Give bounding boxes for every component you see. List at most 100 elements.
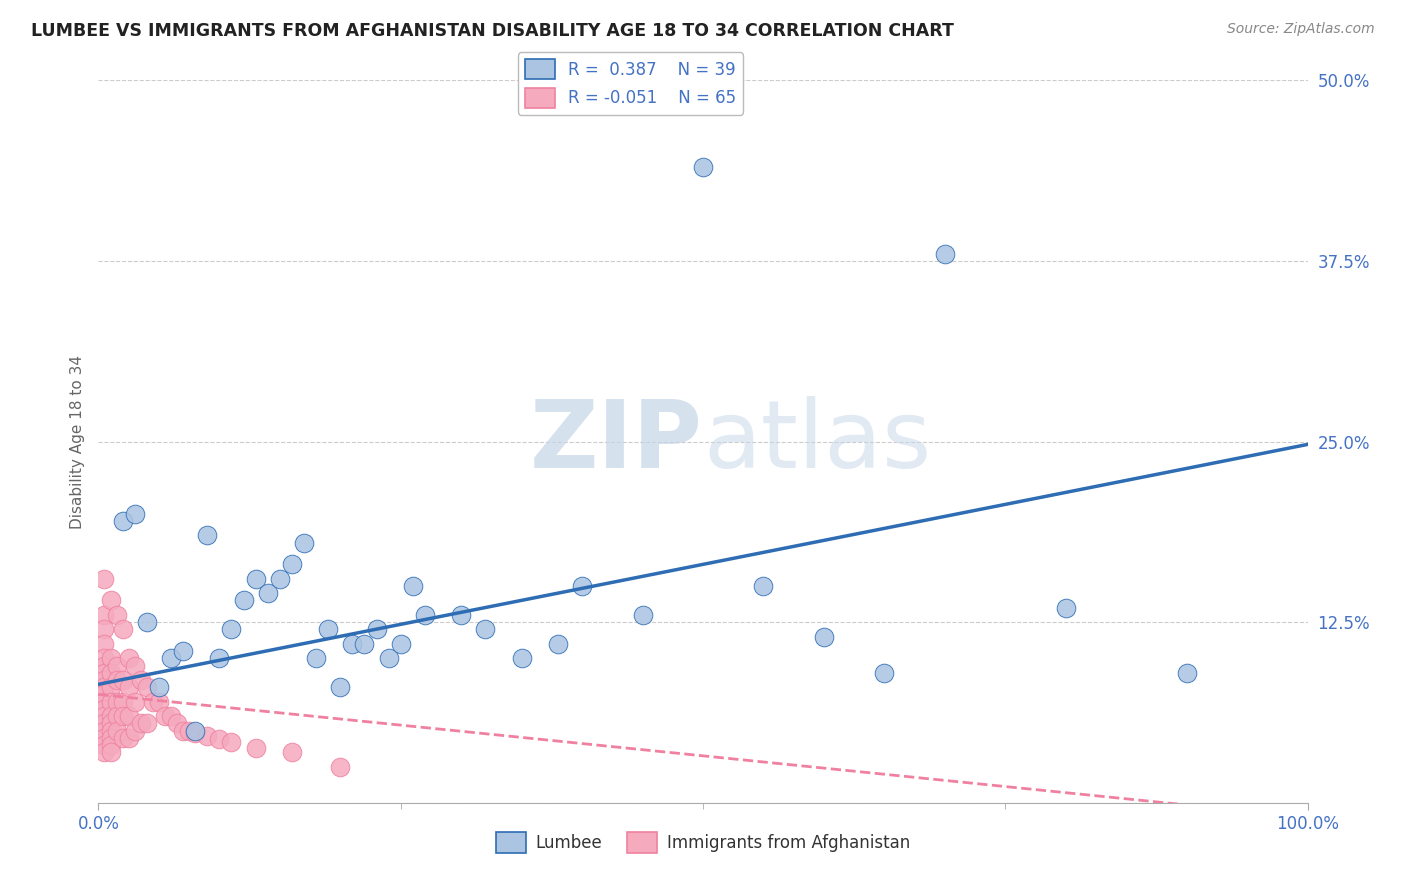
- Point: [450, 607, 472, 622]
- Point: [195, 729, 218, 743]
- Point: [105, 673, 128, 687]
- Point: [100, 593, 122, 607]
- Point: [221, 735, 243, 749]
- Point: [813, 630, 835, 644]
- Point: [221, 623, 243, 637]
- Point: [129, 673, 152, 687]
- Point: [93, 738, 115, 752]
- Point: [93, 702, 115, 716]
- Point: [329, 760, 352, 774]
- Point: [208, 651, 231, 665]
- Point: [353, 637, 375, 651]
- Point: [166, 716, 188, 731]
- Point: [135, 680, 157, 694]
- Point: [100, 731, 122, 745]
- Point: [281, 745, 304, 759]
- Point: [105, 695, 128, 709]
- Point: [402, 579, 425, 593]
- Point: [245, 572, 267, 586]
- Legend: Lumbee, Immigrants from Afghanistan: Lumbee, Immigrants from Afghanistan: [489, 826, 917, 860]
- Point: [93, 687, 115, 701]
- Text: LUMBEE VS IMMIGRANTS FROM AFGHANISTAN DISABILITY AGE 18 TO 34 CORRELATION CHART: LUMBEE VS IMMIGRANTS FROM AFGHANISTAN DI…: [31, 22, 953, 40]
- Point: [93, 695, 115, 709]
- Point: [118, 731, 141, 745]
- Point: [148, 680, 170, 694]
- Point: [100, 716, 122, 731]
- Point: [934, 246, 956, 260]
- Point: [93, 658, 115, 673]
- Point: [256, 586, 278, 600]
- Point: [93, 623, 115, 637]
- Point: [93, 637, 115, 651]
- Point: [118, 680, 141, 694]
- Point: [752, 579, 775, 593]
- Point: [93, 680, 115, 694]
- Point: [124, 723, 146, 738]
- Point: [547, 637, 569, 651]
- Point: [631, 607, 654, 622]
- Point: [93, 607, 115, 622]
- Point: [93, 673, 115, 687]
- Text: ZIP: ZIP: [530, 395, 703, 488]
- Point: [118, 709, 141, 723]
- Point: [281, 558, 304, 572]
- Point: [124, 695, 146, 709]
- Point: [111, 623, 134, 637]
- Point: [245, 740, 267, 755]
- Point: [148, 695, 170, 709]
- Point: [105, 709, 128, 723]
- Point: [413, 607, 436, 622]
- Point: [100, 723, 122, 738]
- Point: [232, 593, 254, 607]
- Y-axis label: Disability Age 18 to 34: Disability Age 18 to 34: [69, 354, 84, 529]
- Point: [93, 572, 115, 586]
- Point: [474, 623, 496, 637]
- Point: [195, 528, 218, 542]
- Point: [292, 535, 315, 549]
- Point: [111, 709, 134, 723]
- Point: [510, 651, 533, 665]
- Point: [571, 579, 593, 593]
- Point: [93, 709, 115, 723]
- Point: [93, 723, 115, 738]
- Point: [329, 680, 352, 694]
- Point: [111, 514, 134, 528]
- Text: Source: ZipAtlas.com: Source: ZipAtlas.com: [1227, 22, 1375, 37]
- Point: [93, 651, 115, 665]
- Point: [179, 723, 201, 738]
- Point: [118, 651, 141, 665]
- Point: [389, 637, 412, 651]
- Point: [93, 665, 115, 680]
- Point: [105, 658, 128, 673]
- Point: [135, 716, 157, 731]
- Point: [377, 651, 399, 665]
- Point: [184, 723, 207, 738]
- Point: [172, 644, 194, 658]
- Point: [692, 160, 714, 174]
- Point: [100, 745, 122, 759]
- Point: [100, 665, 122, 680]
- Text: atlas: atlas: [703, 395, 931, 488]
- Point: [184, 726, 207, 740]
- Point: [1054, 600, 1077, 615]
- Point: [305, 651, 328, 665]
- Point: [100, 695, 122, 709]
- Point: [316, 623, 339, 637]
- Point: [873, 665, 896, 680]
- Point: [100, 709, 122, 723]
- Point: [342, 637, 364, 651]
- Point: [208, 732, 231, 747]
- Point: [172, 723, 194, 738]
- Point: [111, 695, 134, 709]
- Point: [135, 615, 157, 630]
- Point: [124, 658, 146, 673]
- Point: [100, 680, 122, 694]
- Point: [1175, 665, 1198, 680]
- Point: [366, 623, 388, 637]
- Point: [111, 673, 134, 687]
- Point: [111, 731, 134, 745]
- Point: [93, 716, 115, 731]
- Point: [93, 731, 115, 745]
- Point: [100, 738, 122, 752]
- Point: [124, 507, 146, 521]
